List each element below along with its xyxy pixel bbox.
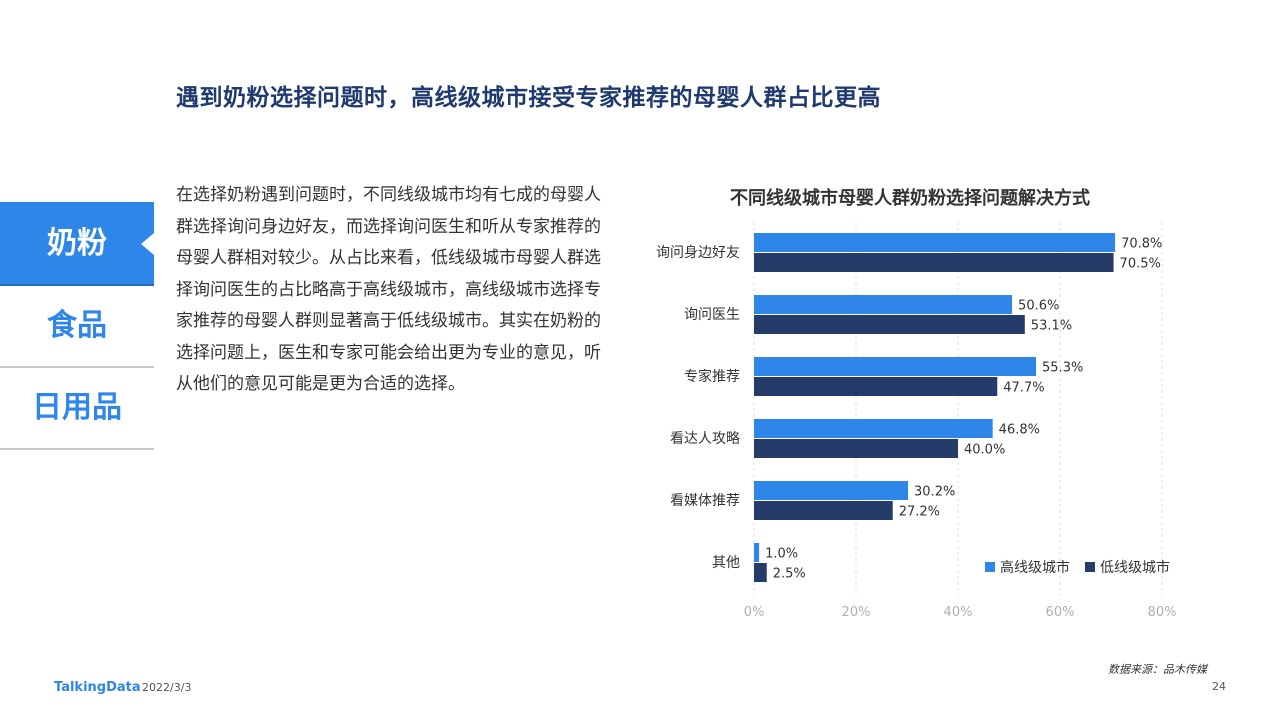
category-label: 看达人攻略 [670,431,740,447]
x-tick-label: 80% [1148,605,1177,620]
data-label: 46.8% [999,423,1040,438]
bar [754,439,958,458]
bar [754,481,909,500]
bar [754,315,1025,334]
legend-swatch [1085,562,1095,572]
data-label: 30.2% [914,485,955,500]
tab-food[interactable]: 食品 [0,286,154,368]
bar [754,233,1116,252]
category-label: 其他 [712,555,740,571]
data-label: 55.3% [1042,361,1083,376]
data-label: 2.5% [773,567,806,582]
analysis-text: 在选择奶粉遇到问题时，不同线级城市均有七成的母婴人群选择询问身边好友，而选择询问… [176,185,601,394]
x-tick-label: 0% [744,605,765,620]
category-label: 询问医生 [684,307,740,323]
bar [754,253,1114,272]
x-tick-label: 20% [842,605,871,620]
data-label: 70.5% [1120,257,1161,272]
category-tabs: 奶粉 食品 日用品 [0,202,154,450]
legend-label: 高线级城市 [1000,559,1070,576]
data-label: 53.1% [1031,319,1072,334]
bar [754,543,760,562]
data-label: 50.6% [1018,299,1059,314]
tab-milk-powder[interactable]: 奶粉 [0,202,154,286]
bar [754,357,1037,376]
bar [754,377,998,396]
report-date: 2022/3/3 [142,681,192,694]
category-label: 专家推荐 [684,368,740,385]
category-label: 询问身边好友 [656,245,740,261]
category-label: 看媒体推荐 [670,493,740,509]
data-label: 27.2% [899,505,940,520]
bar-chart: 0% 20% 40% 60% 80% 询问身边好友 70.8% 70.5% 询问医生 50.6% 5… [656,222,1177,620]
legend-swatch [985,562,995,572]
bar [754,295,1013,314]
data-label: 40.0% [964,443,1005,458]
page-number: 24 [1212,680,1226,693]
bar [754,501,893,520]
data-label: 1.0% [765,547,798,562]
chart-title: 不同线级城市母婴人群奶粉选择问题解决方式 [730,188,1090,209]
x-tick-label: 40% [944,605,973,620]
data-source: 数据来源：品木传媒 [1108,663,1207,676]
data-label: 70.8% [1121,237,1162,252]
legend-label: 低线级城市 [1100,559,1170,576]
x-tick-label: 60% [1046,605,1075,620]
data-label: 47.7% [1003,381,1044,396]
bar [754,563,767,582]
page-title: 遇到奶粉选择问题时，高线级城市接受专家推荐的母婴人群占比更高 [176,85,881,111]
bar [754,419,993,438]
talkingdata-logo: TalkingData [54,680,141,695]
tab-daily-goods[interactable]: 日用品 [0,368,154,450]
